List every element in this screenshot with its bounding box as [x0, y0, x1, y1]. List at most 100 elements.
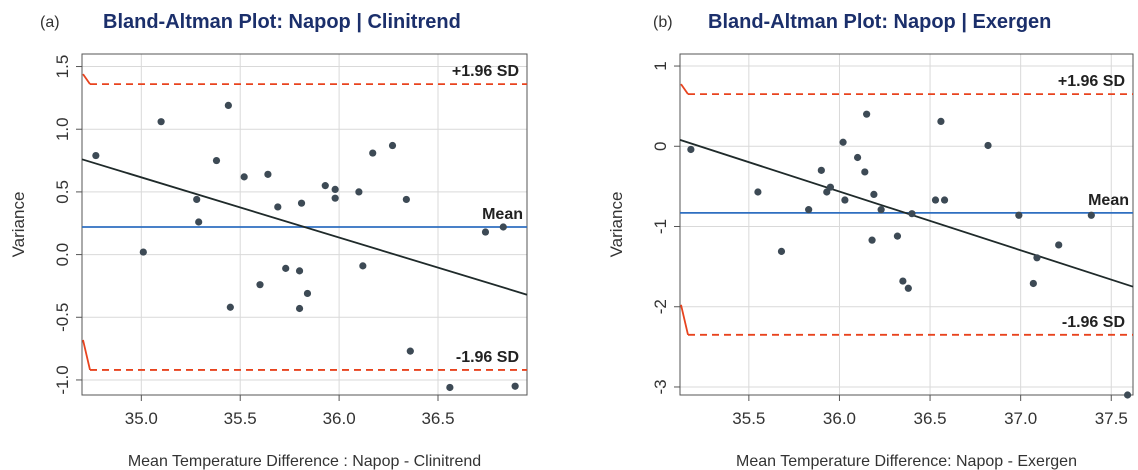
data-point-8	[240, 173, 248, 181]
data-point-10	[264, 170, 272, 178]
data-point-27	[481, 228, 490, 236]
data-point-13	[295, 267, 304, 275]
y-tick-label: 0.5	[53, 180, 72, 204]
data-point-13	[870, 190, 878, 199]
data-point-10	[861, 168, 869, 176]
x-tick-label: 37.0	[1004, 409, 1037, 428]
y-tick-label: -3	[651, 379, 670, 394]
upper-sd-label: +1.96 SD	[452, 63, 519, 80]
data-point-9	[853, 153, 862, 162]
y-axis-label: Variance	[607, 192, 626, 258]
data-point-0	[687, 145, 695, 154]
data-point-8	[841, 196, 849, 204]
y-tick-label: 0	[651, 142, 670, 151]
regression-line	[679, 138, 1134, 288]
data-point-12	[282, 264, 290, 272]
data-point-2	[777, 247, 786, 255]
data-point-14	[877, 206, 885, 214]
data-point-22	[369, 149, 377, 157]
data-point-23	[388, 141, 397, 150]
plot-frame	[679, 53, 1134, 396]
chart-title: Bland-Altman Plot: Napop | Clinitrend	[103, 11, 461, 33]
data-point-28	[499, 223, 507, 231]
x-tick-label: 37.5	[1095, 409, 1128, 428]
y-tick-label: -2	[651, 299, 670, 314]
x-tick-label: 36.0	[323, 409, 356, 428]
lower-sd-tick	[82, 339, 91, 371]
data-point-16	[303, 289, 312, 298]
upper-sd-label: +1.96 SD	[1058, 73, 1125, 90]
data-point-23	[1015, 211, 1023, 219]
data-point-11	[863, 110, 871, 118]
data-point-9	[256, 281, 264, 289]
data-point-29	[511, 382, 519, 390]
data-point-12	[868, 236, 876, 244]
data-point-21	[940, 196, 949, 204]
x-tick-label: 36.0	[823, 409, 856, 428]
mean-label: Mean	[482, 206, 523, 223]
y-tick-label: -1.0	[53, 365, 72, 394]
data-point-4	[817, 166, 825, 174]
y-axis-label: Variance	[9, 192, 28, 258]
lower-sd-label: -1.96 SD	[1062, 314, 1125, 331]
x-tick-label: 36.5	[914, 409, 947, 428]
data-point-11	[274, 203, 282, 211]
upper-sd-tick	[680, 83, 689, 95]
mean-label: Mean	[1088, 192, 1129, 209]
data-point-1	[139, 248, 147, 256]
data-point-3	[193, 195, 201, 204]
y-tick-label: 0.0	[53, 243, 72, 267]
data-point-14	[295, 304, 304, 313]
y-tick-label: -0.5	[53, 303, 72, 332]
data-point-6	[224, 101, 232, 110]
data-point-18	[908, 210, 916, 218]
data-point-0	[92, 151, 100, 160]
y-tick-label: -1	[651, 219, 670, 234]
data-point-15	[893, 232, 902, 240]
chart-title: Bland-Altman Plot: Napop | Exergen	[708, 11, 1051, 33]
x-axis-label: Mean Temperature Difference : Napop - Cl…	[128, 453, 481, 470]
data-point-20	[937, 117, 945, 125]
data-point-26	[446, 383, 454, 392]
data-point-28	[1123, 391, 1132, 399]
data-point-24	[1029, 279, 1037, 288]
upper-sd-tick	[82, 73, 91, 85]
x-tick-label: 36.5	[421, 409, 454, 428]
data-point-17	[321, 182, 329, 190]
x-tick-label: 35.0	[125, 409, 158, 428]
data-point-5	[212, 156, 221, 165]
data-point-26	[1055, 241, 1063, 249]
x-tick-label: 35.5	[732, 409, 765, 428]
data-point-7	[226, 303, 234, 311]
data-point-21	[359, 262, 367, 270]
data-point-15	[297, 199, 306, 207]
panel-b: (b) Bland-Altman Plot: Napop | Exergen 35.…	[607, 11, 1134, 470]
panel-label: (a)	[40, 14, 60, 31]
data-point-25	[406, 347, 414, 355]
data-point-7	[839, 138, 847, 146]
data-point-20	[355, 188, 363, 196]
panel-label: (b)	[653, 14, 673, 31]
panel-a: (a) Bland-Altman Plot: Napop | Clinitrend…	[9, 11, 528, 470]
data-point-2	[157, 118, 165, 126]
data-point-25	[1033, 254, 1041, 262]
x-axis-label: Mean Temperature Difference: Napop - Exe…	[736, 453, 1077, 470]
data-point-3	[805, 206, 813, 214]
y-tick-label: 1.0	[53, 117, 72, 141]
data-point-6	[826, 183, 834, 191]
data-point-16	[899, 277, 907, 285]
y-tick-label: 1.5	[53, 55, 72, 79]
data-point-19	[931, 196, 940, 204]
y-tick-label: 1	[651, 61, 670, 70]
x-tick-label: 35.5	[224, 409, 257, 428]
data-point-18	[331, 185, 339, 193]
data-point-4	[195, 218, 203, 226]
plot-frame	[81, 53, 528, 396]
lower-sd-tick	[680, 304, 689, 336]
data-point-24	[402, 195, 410, 204]
lower-sd-label: -1.96 SD	[456, 349, 519, 366]
data-point-1	[754, 188, 762, 196]
regression-line	[81, 158, 528, 296]
data-point-19	[331, 194, 339, 202]
